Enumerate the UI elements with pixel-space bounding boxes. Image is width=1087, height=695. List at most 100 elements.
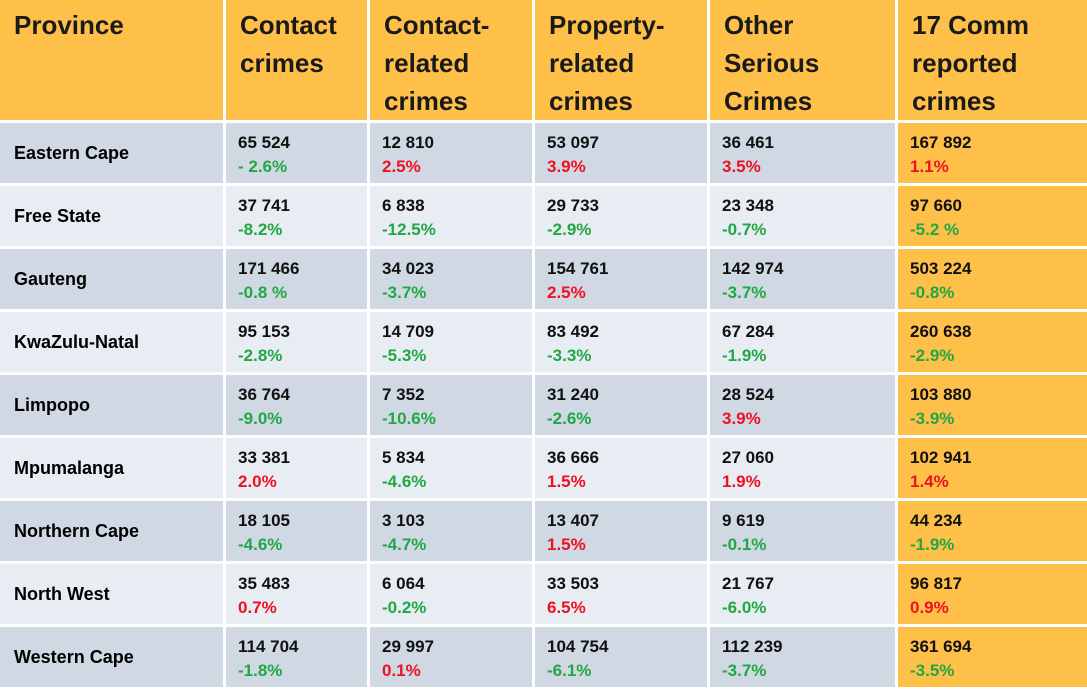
property-related-crimes-cell: 33 503 6.5%	[535, 564, 707, 624]
total-crimes-cell: 96 817 0.9%	[898, 564, 1087, 624]
crime-count: 102 941	[910, 448, 972, 467]
percent-change: 0.9%	[910, 598, 949, 617]
other-serious-crimes-cell: 142 974 -3.7%	[710, 249, 895, 309]
percent-change: 1.4%	[910, 472, 949, 491]
crime-count: 27 060	[722, 448, 774, 467]
crime-count: 260 638	[910, 322, 972, 341]
crime-count: 104 754	[547, 637, 609, 656]
total-crimes-cell: 167 892 1.1%	[898, 123, 1087, 183]
table-row: Gauteng 171 466 -0.8 % 34 023 -3.7% 154 761 2.…	[0, 249, 1087, 309]
total-crimes-cell: 102 941 1.4%	[898, 438, 1087, 498]
table-row: North West 35 483 0.7% 6 064 -0.2% 33 503 6.5%…	[0, 564, 1087, 624]
contact-related-crimes-cell: 29 997 0.1%	[370, 627, 532, 687]
crime-count: 6 838	[382, 196, 425, 215]
percent-change: -3.7%	[722, 661, 767, 680]
header-province: Province	[0, 0, 223, 120]
percent-change: 1.1%	[910, 157, 949, 176]
contact-crimes-cell: 95 153 -2.8%	[226, 312, 367, 372]
header-contact-crimes: Contact crimes	[226, 0, 367, 120]
crime-count: 3 103	[382, 511, 425, 530]
total-crimes-cell: 361 694 -3.5%	[898, 627, 1087, 687]
property-related-crimes-cell: 104 754 -6.1%	[535, 627, 707, 687]
total-crimes-cell: 44 234 -1.9%	[898, 501, 1087, 561]
contact-crimes-cell: 35 483 0.7%	[226, 564, 367, 624]
contact-crimes-cell: 18 105 -4.6%	[226, 501, 367, 561]
contact-crimes-cell: 171 466 -0.8 %	[226, 249, 367, 309]
other-serious-crimes-cell: 9 619 -0.1%	[710, 501, 895, 561]
province-name: Limpopo	[0, 375, 223, 435]
property-related-crimes-cell: 36 666 1.5%	[535, 438, 707, 498]
other-serious-crimes-cell: 23 348 -0.7%	[710, 186, 895, 246]
crime-count: 65 524	[238, 133, 290, 152]
header-property-related-crimes: Property-related crimes	[535, 0, 707, 120]
crime-count: 23 348	[722, 196, 774, 215]
province-name: Gauteng	[0, 249, 223, 309]
province-name: North West	[0, 564, 223, 624]
table-row: Mpumalanga 33 381 2.0% 5 834 -4.6% 36 666 1.5%…	[0, 438, 1087, 498]
percent-change: -3.7%	[722, 283, 767, 302]
table-row: Limpopo 36 764 -9.0% 7 352 -10.6% 31 240 -2.6%…	[0, 375, 1087, 435]
crime-count: 37 741	[238, 196, 290, 215]
contact-related-crimes-cell: 14 709 -5.3%	[370, 312, 532, 372]
percent-change: -2.9%	[910, 346, 955, 365]
crime-count: 112 239	[722, 637, 783, 656]
percent-change: -1.9%	[722, 346, 767, 365]
province-name: Eastern Cape	[0, 123, 223, 183]
contact-crimes-cell: 37 741 -8.2%	[226, 186, 367, 246]
percent-change: -8.2%	[238, 220, 283, 239]
header-contact-related-crimes: Contact-related crimes	[370, 0, 532, 120]
property-related-crimes-cell: 31 240 -2.6%	[535, 375, 707, 435]
table-row: KwaZulu-Natal 95 153 -2.8% 14 709 -5.3% 83 49…	[0, 312, 1087, 372]
crime-count: 28 524	[722, 385, 774, 404]
other-serious-crimes-cell: 36 461 3.5%	[710, 123, 895, 183]
crime-count: 13 407	[547, 511, 599, 530]
percent-change: -2.9%	[547, 220, 592, 239]
total-crimes-cell: 103 880 -3.9%	[898, 375, 1087, 435]
crime-count: 9 619	[722, 511, 765, 530]
percent-change: -10.6%	[382, 409, 436, 428]
percent-change: 0.7%	[238, 598, 277, 617]
percent-change: 0.1%	[382, 661, 421, 680]
table-row: Free State 37 741 -8.2% 6 838 -12.5% 29 733 -2…	[0, 186, 1087, 246]
contact-related-crimes-cell: 6 064 -0.2%	[370, 564, 532, 624]
crime-count: 21 767	[722, 574, 774, 593]
property-related-crimes-cell: 29 733 -2.9%	[535, 186, 707, 246]
percent-change: 1.5%	[547, 472, 586, 491]
crime-count: 14 709	[382, 322, 434, 341]
table-row: Eastern Cape 65 524 - 2.6% 12 810 2.5% 53 097…	[0, 123, 1087, 183]
percent-change: -0.8 %	[238, 283, 288, 302]
crime-count: 53 097	[547, 133, 599, 152]
percent-change: -3.3%	[547, 346, 592, 365]
crime-count: 5 834	[382, 448, 425, 467]
crime-count: 95 153	[238, 322, 290, 341]
crime-count: 142 974	[722, 259, 784, 278]
crime-count: 503 224	[910, 259, 972, 278]
other-serious-crimes-cell: 112 239 -3.7%	[710, 627, 895, 687]
table-row: Western Cape 114 704 -1.8% 29 997 0.1% 104 75…	[0, 627, 1087, 687]
percent-change: -1.8%	[238, 661, 283, 680]
percent-change: -9.0%	[238, 409, 283, 428]
crime-count: 12 810	[382, 133, 434, 152]
crime-count: 114 704	[238, 637, 299, 656]
percent-change: -2.8%	[238, 346, 283, 365]
crime-count: 361 694	[910, 637, 972, 656]
percent-change: -2.6%	[547, 409, 592, 428]
crime-count: 35 483	[238, 574, 290, 593]
province-name: Northern Cape	[0, 501, 223, 561]
crime-count: 36 764	[238, 385, 290, 404]
percent-change: 3.9%	[722, 409, 761, 428]
other-serious-crimes-cell: 27 060 1.9%	[710, 438, 895, 498]
contact-related-crimes-cell: 7 352 -10.6%	[370, 375, 532, 435]
crime-count: 6 064	[382, 574, 425, 593]
property-related-crimes-cell: 53 097 3.9%	[535, 123, 707, 183]
province-name: Mpumalanga	[0, 438, 223, 498]
percent-change: -4.7%	[382, 535, 427, 554]
percent-change: -3.5%	[910, 661, 955, 680]
percent-change: -5.2 %	[910, 220, 960, 239]
percent-change: -6.0%	[722, 598, 767, 617]
header-other-serious-crimes: Other Serious Crimes	[710, 0, 895, 120]
crime-count: 7 352	[382, 385, 425, 404]
crime-count: 97 660	[910, 196, 962, 215]
other-serious-crimes-cell: 67 284 -1.9%	[710, 312, 895, 372]
